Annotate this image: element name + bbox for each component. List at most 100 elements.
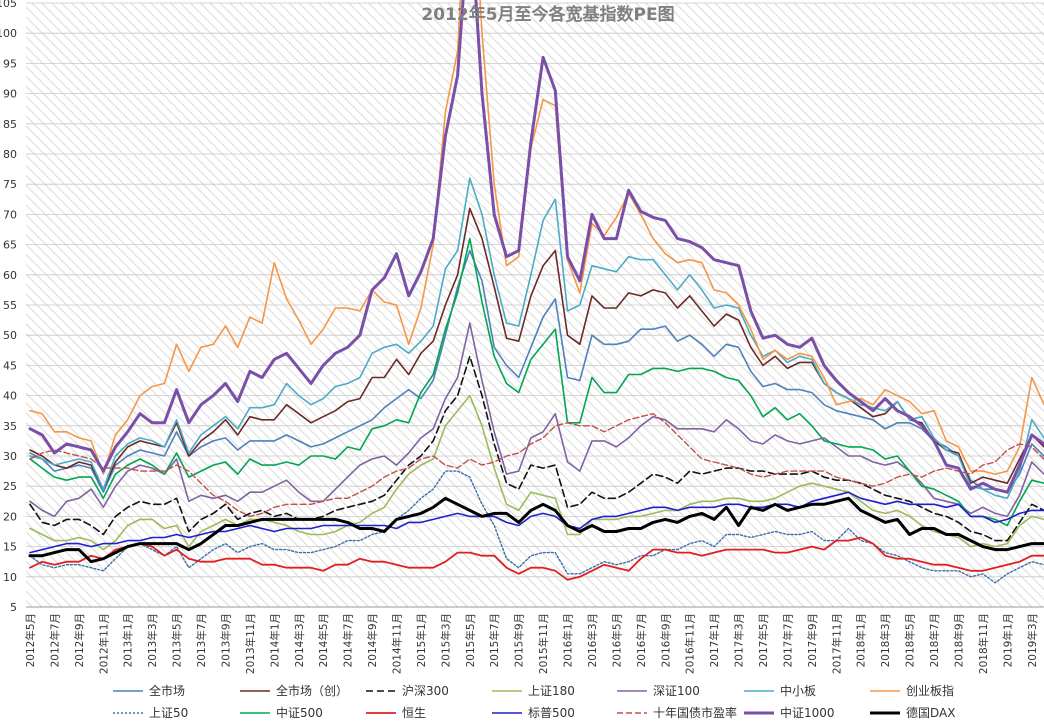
x-tick-label: 2019年1月 xyxy=(1001,613,1014,667)
legend-item: 深证100 xyxy=(617,684,700,698)
x-tick-label: 2016年9月 xyxy=(659,613,672,667)
x-tick-label: 2016年11月 xyxy=(684,613,697,674)
legend-item: 全市场 xyxy=(113,683,185,698)
series-line xyxy=(29,491,1044,554)
y-tick-label: 20 xyxy=(3,510,17,523)
x-tick-label: 2016年1月 xyxy=(562,613,575,667)
y-tick-label: 50 xyxy=(3,329,17,342)
x-tick-label: 2018年3月 xyxy=(879,613,892,667)
legend-item: 中证1000 xyxy=(744,705,835,720)
y-tick-label: 70 xyxy=(3,208,17,221)
series-line xyxy=(29,322,1044,518)
x-tick-label: 2015年7月 xyxy=(488,613,501,667)
y-tick-label: 100 xyxy=(0,27,17,40)
x-tick-label: 2016年7月 xyxy=(635,613,648,667)
x-tick-label: 2018年9月 xyxy=(952,613,965,667)
x-tick-label: 2015年11月 xyxy=(537,613,550,674)
x-tick-label: 2013年3月 xyxy=(146,613,159,667)
series-lines xyxy=(28,0,1044,584)
legend-label: 中小板 xyxy=(780,683,816,698)
legend-item: 恒生 xyxy=(366,706,426,720)
x-tick-label: 2013年7月 xyxy=(195,613,208,667)
x-tick-label: 2014年1月 xyxy=(268,613,281,667)
x-tick-label: 2012年11月 xyxy=(97,613,110,674)
legend-label: 全市场 xyxy=(149,683,185,698)
legend-label: 全市场（创） xyxy=(276,683,348,698)
x-tick-label: 2017年9月 xyxy=(806,613,819,667)
x-tick-label: 2014年9月 xyxy=(366,613,379,667)
y-tick-label: 15 xyxy=(3,541,17,554)
y-tick-label: 10 xyxy=(3,571,17,584)
y-tick-label: 55 xyxy=(3,299,17,312)
legend-label: 沪深300 xyxy=(402,684,449,698)
x-tick-label: 2015年1月 xyxy=(415,613,428,667)
series-line xyxy=(29,237,1044,527)
x-tick-label: 2013年9月 xyxy=(219,613,232,667)
legend-label: 深证100 xyxy=(653,684,700,698)
y-tick-label: 75 xyxy=(3,178,17,191)
legend-label: 中证1000 xyxy=(780,705,835,720)
x-tick-label: 2013年11月 xyxy=(244,613,257,674)
x-tick-label: 2016年3月 xyxy=(586,613,599,667)
legend-item: 上证50 xyxy=(113,706,188,720)
legend-label: 上证180 xyxy=(528,684,575,698)
x-tick-label: 2014年11月 xyxy=(391,613,404,674)
legend-item: 全市场（创） xyxy=(240,683,348,698)
legend-item: 中证500 xyxy=(240,705,323,720)
series-line xyxy=(29,207,1044,491)
legend-label: 十年国债市盈率 xyxy=(653,705,737,720)
legend-label: 德国DAX xyxy=(906,705,955,720)
series-line xyxy=(29,394,1044,551)
legend-item: 上证180 xyxy=(492,684,575,698)
y-tick-label: 80 xyxy=(3,148,17,161)
x-tick-label: 2015年3月 xyxy=(439,613,452,667)
x-tick-label: 2012年5月 xyxy=(24,613,37,667)
legend-label: 创业板指 xyxy=(906,683,954,698)
x-tick-label: 2012年7月 xyxy=(48,613,61,667)
x-tick-label: 2017年5月 xyxy=(757,613,770,667)
y-tick-label: 30 xyxy=(3,450,17,463)
y-tick-label: 105 xyxy=(0,0,17,10)
x-tick-label: 2017年11月 xyxy=(830,613,843,674)
x-tick-label: 2018年11月 xyxy=(977,613,990,674)
x-tick-label: 2015年5月 xyxy=(464,613,477,667)
series-line xyxy=(28,496,1044,564)
y-tick-label: 45 xyxy=(3,359,17,372)
series-line xyxy=(29,536,1044,581)
x-tick-label: 2017年1月 xyxy=(708,613,721,667)
y-tick-label: 95 xyxy=(3,57,17,70)
x-tick-label: 2017年3月 xyxy=(733,613,746,667)
series-line xyxy=(28,0,1044,494)
x-tick-label: 2018年1月 xyxy=(855,613,868,667)
x-tick-label: 2012年9月 xyxy=(73,613,86,667)
y-tick-label: 40 xyxy=(3,390,17,403)
y-tick-label: 65 xyxy=(3,239,17,252)
chart-title: 2012年5月至今各宽基指数PE图 xyxy=(421,4,674,25)
legend-label: 恒生 xyxy=(402,706,426,720)
x-axis: 2012年5月 2012年7月 2012年9月 2012年11月 2013年1月 2013… xyxy=(24,606,1044,674)
legend-label: 上证50 xyxy=(149,706,188,720)
legend-item: 十年国债市盈率 xyxy=(617,705,737,720)
series-line xyxy=(29,355,1044,542)
x-tick-label: 2013年5月 xyxy=(171,613,184,667)
legend-item: 沪深300 xyxy=(366,684,449,698)
legend-item: 中小板 xyxy=(744,683,816,698)
series-line xyxy=(29,0,1044,475)
x-tick-label: 2019年3月 xyxy=(1026,613,1039,667)
y-tick-label: 5 xyxy=(10,601,17,614)
y-tick-label: 85 xyxy=(3,118,17,131)
x-tick-label: 2018年5月 xyxy=(904,613,917,667)
legend-item: 标普500 xyxy=(492,706,575,720)
y-axis: 5 10 15 20 25 30 35 40 45 50 55 60 65 70 75 80 85 90 95 100… xyxy=(0,0,17,614)
gridlines xyxy=(26,2,1044,608)
x-tick-label: 2014年7月 xyxy=(342,613,355,667)
y-tick-label: 60 xyxy=(3,269,17,282)
series-line xyxy=(29,249,1044,494)
y-tick-label: 35 xyxy=(3,420,17,433)
x-tick-label: 2017年7月 xyxy=(781,613,794,667)
series-line xyxy=(29,413,1044,518)
legend-item: 德国DAX xyxy=(870,705,955,720)
